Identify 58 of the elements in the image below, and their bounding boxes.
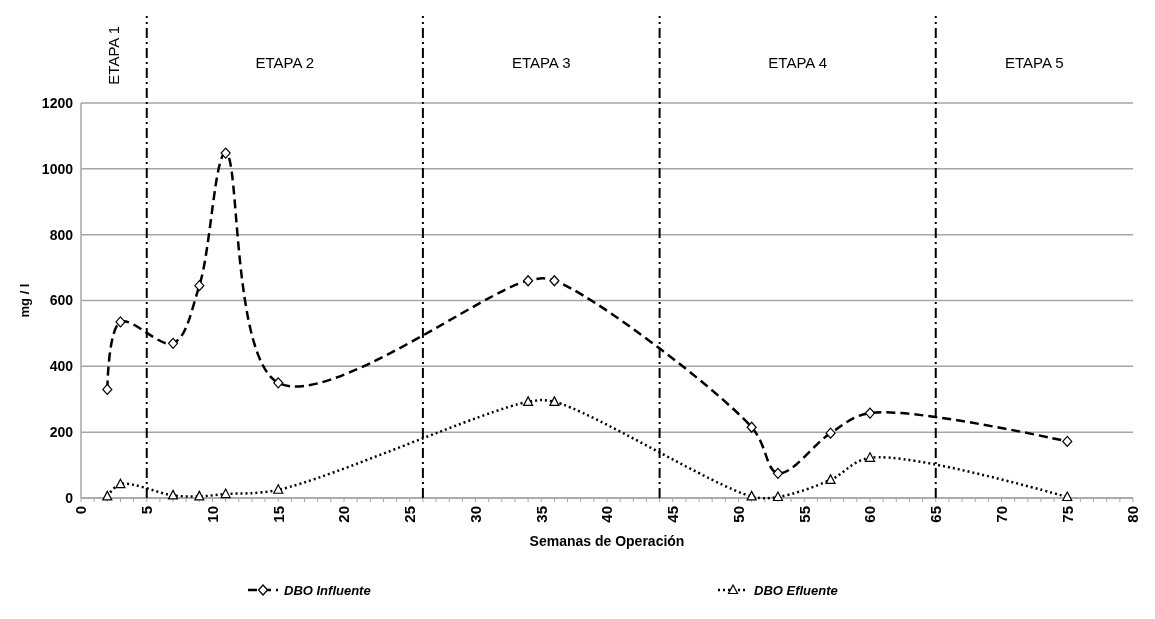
point (273, 377, 284, 389)
x-tick-label: 40 (598, 506, 616, 523)
x-tick-label: 30 (466, 506, 484, 523)
point (102, 490, 113, 501)
legend-label: DBO Influente (284, 582, 371, 598)
x-tick-label: 80 (1124, 506, 1142, 523)
text: ETAPA 4 (768, 54, 827, 71)
point (102, 383, 113, 395)
x-tick-label: 0 (72, 506, 90, 515)
y-axis-title: mg / l (16, 283, 32, 318)
point (194, 490, 205, 501)
point (772, 491, 784, 502)
point (825, 427, 836, 439)
point (772, 467, 784, 479)
x-tick-label: 5 (138, 506, 155, 515)
point (549, 275, 560, 287)
y-tick-label: 200 (49, 424, 74, 441)
text: ETAPA 5 (1005, 54, 1064, 71)
x-tick-label: 35 (532, 506, 550, 523)
x-tick-label: 10 (203, 506, 221, 523)
point (167, 337, 179, 349)
text: ETAPA 2 (255, 54, 315, 71)
point (746, 421, 757, 433)
x-tick-label: 15 (269, 506, 287, 523)
point (549, 396, 560, 406)
y-tick-label: 800 (49, 226, 74, 243)
point (194, 280, 205, 292)
point (864, 407, 876, 419)
point (220, 147, 231, 159)
point (523, 275, 534, 287)
x-tick-label: 60 (861, 506, 879, 523)
x-tick-label: 65 (927, 506, 944, 523)
x-tick-label: 70 (992, 506, 1010, 523)
y-tick-label: 1200 (41, 94, 74, 111)
x-tick-label: 20 (335, 506, 353, 523)
point (1062, 491, 1073, 502)
x-tick-label: 75 (1058, 506, 1076, 523)
legend-label: DBO Efluente (754, 582, 838, 598)
y-tick-label: 600 (49, 292, 74, 309)
point (1062, 435, 1073, 447)
text: ETAPA 1 (105, 26, 123, 85)
point (115, 478, 126, 489)
point (864, 452, 876, 462)
point (167, 489, 179, 500)
x-tick-label: 50 (729, 506, 747, 523)
point (273, 484, 284, 494)
x-tick-label: 25 (401, 506, 418, 523)
x-tick-label: 45 (664, 506, 681, 523)
text: ETAPA 3 (511, 54, 571, 71)
point (523, 396, 534, 406)
point (115, 316, 126, 328)
point (825, 474, 836, 484)
y-tick-label: 1000 (41, 160, 74, 177)
x-tick-label: 55 (795, 506, 813, 523)
point (220, 488, 231, 499)
y-tick-label: 400 (49, 358, 74, 375)
x-axis-title: Semanas de Operación (529, 533, 685, 549)
point (746, 490, 757, 501)
